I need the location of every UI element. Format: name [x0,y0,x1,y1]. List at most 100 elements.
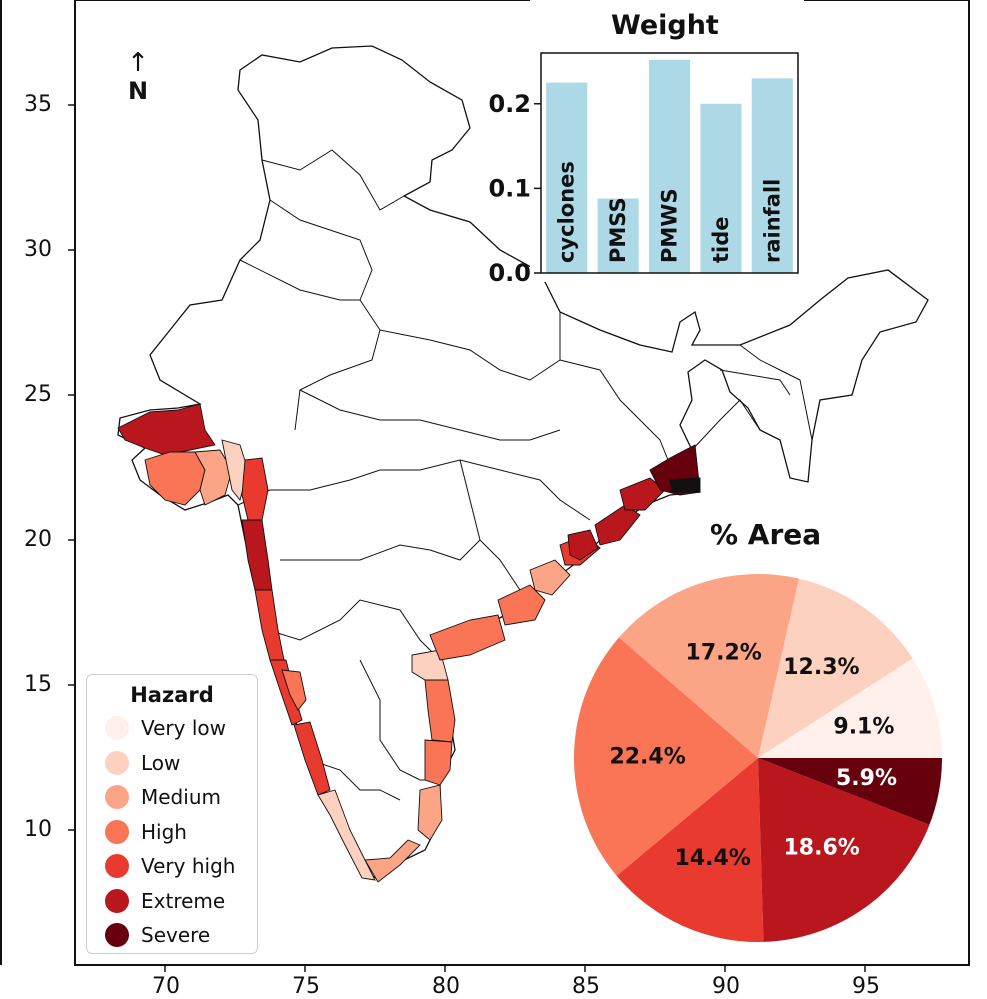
state-border [267,599,441,661]
legend-swatch [105,888,129,913]
inset-bar-label: rainfall [760,179,784,263]
tamilnadu-coast-district [417,784,443,841]
state-borders [237,149,813,801]
legend-label: Very high [141,854,236,879]
legend-item: Low [95,746,249,781]
pie-slice-label: 18.6% [784,836,860,861]
inset-bar-label: PMSS [606,197,630,263]
legend-label: Severe [141,923,211,948]
legend-swatch [105,785,129,810]
india-map [117,45,929,883]
kerala-south-district [317,789,376,881]
state-border [559,359,673,471]
inset-y-tick-label: 0.1 [488,174,531,202]
inset-chart-title: Weight [611,10,719,41]
gujarat-coast-district [221,439,249,501]
odisha-central-district [567,529,599,561]
north-label: N [127,77,149,105]
hazard-legend: Hazard Very low Low Medium High Very hig… [86,674,258,954]
pie-slice [758,658,942,758]
inset-bar [751,78,793,273]
y-tick-label: 25 [24,382,52,407]
legend-swatch [105,923,129,948]
saurashtra-district-2 [194,449,233,506]
legend-swatch [105,716,129,741]
inset-y-tick-label: 0.0 [488,259,531,287]
pie-slice-label: 5.9% [836,766,897,791]
legend-item: Medium [95,780,249,815]
andhra-central-district [429,614,506,661]
pie-slice-label: 12.3% [783,655,859,680]
pie-chart: 9.1% 12.3% 17.2% 22.4% 14.4% 18.6% 5.9% [574,573,942,942]
y-tick-label: 10 [24,817,52,842]
coastal-hazard-districts [117,403,701,883]
pie-slice [758,758,930,942]
pie-slice [618,573,800,758]
karnataka-coast-district [281,669,307,711]
y-tick-marks [68,104,75,831]
state-border [261,149,405,211]
state-border [359,659,440,781]
state-border [269,199,373,301]
tamilnadu-south-district [364,839,421,883]
goa-karnataka-district [269,659,303,726]
x-tick-marks [164,965,866,972]
inset-bar [546,82,588,273]
state-border [280,539,481,561]
inset-bar-label: cyclones [555,161,579,263]
andhra-northeast-district [529,559,571,596]
legend-swatch [105,819,129,844]
pie-slice [758,578,913,758]
inset-bar [648,59,691,274]
legend-item: High [95,815,249,850]
state-border [299,389,561,441]
pie-slice-label: 17.2% [686,641,762,666]
inset-y-tick-label: 0.2 [488,90,531,118]
y-tick-label: 20 [24,527,52,552]
odisha-north-district [619,477,666,511]
legend-item: Very low [95,711,249,746]
andhra-north-district [497,584,546,626]
pie-chart-title: % Area [710,518,822,551]
pie-slice [574,637,758,876]
legend-title: Hazard [130,683,214,707]
legend-label: Very low [141,716,226,741]
legend-label: Extreme [141,888,226,913]
legend-label: High [141,819,187,844]
legend-label: Medium [141,785,221,810]
pie-slice-label: 22.4% [609,744,685,769]
y-tick-label: 30 [24,237,52,262]
north-arrow-icon: ↑ [127,48,149,78]
inset-bar-label: tide [709,216,733,263]
tamilnadu-east-district [424,739,453,786]
state-border [719,369,791,396]
inset-bar [700,103,742,274]
inset-bar-chart: cyclones PMSS PMWS tide rainfall 0.0 0.1 0.2 [488,0,804,287]
state-border [309,759,401,801]
legend-item: Extreme [95,884,249,919]
south-gujarat-district [241,457,269,521]
map-axes-frame [74,0,970,966]
state-border [739,344,813,441]
legend-swatch [105,750,129,775]
legend-swatch [105,854,129,879]
odisha-coast-district [594,504,641,546]
legend-item: Very high [95,849,249,884]
inset-bar [597,198,639,273]
legend-item: Severe [95,918,249,953]
inset-bar-label: PMWS [658,188,682,263]
state-border [691,399,761,451]
state-border [237,459,591,521]
pie-slice-label: 14.4% [675,846,751,871]
pie-slice [616,758,764,942]
pie-slice-label: 9.1% [833,714,894,739]
pie-slice [758,758,942,825]
y-tick-label: 15 [24,672,52,697]
y-tick-label: 35 [24,92,52,117]
sundarbans-district [669,477,701,493]
gujarat-kutch-district [117,403,216,456]
kerala-north-district [293,721,331,796]
inset-axes-frame [540,52,799,274]
